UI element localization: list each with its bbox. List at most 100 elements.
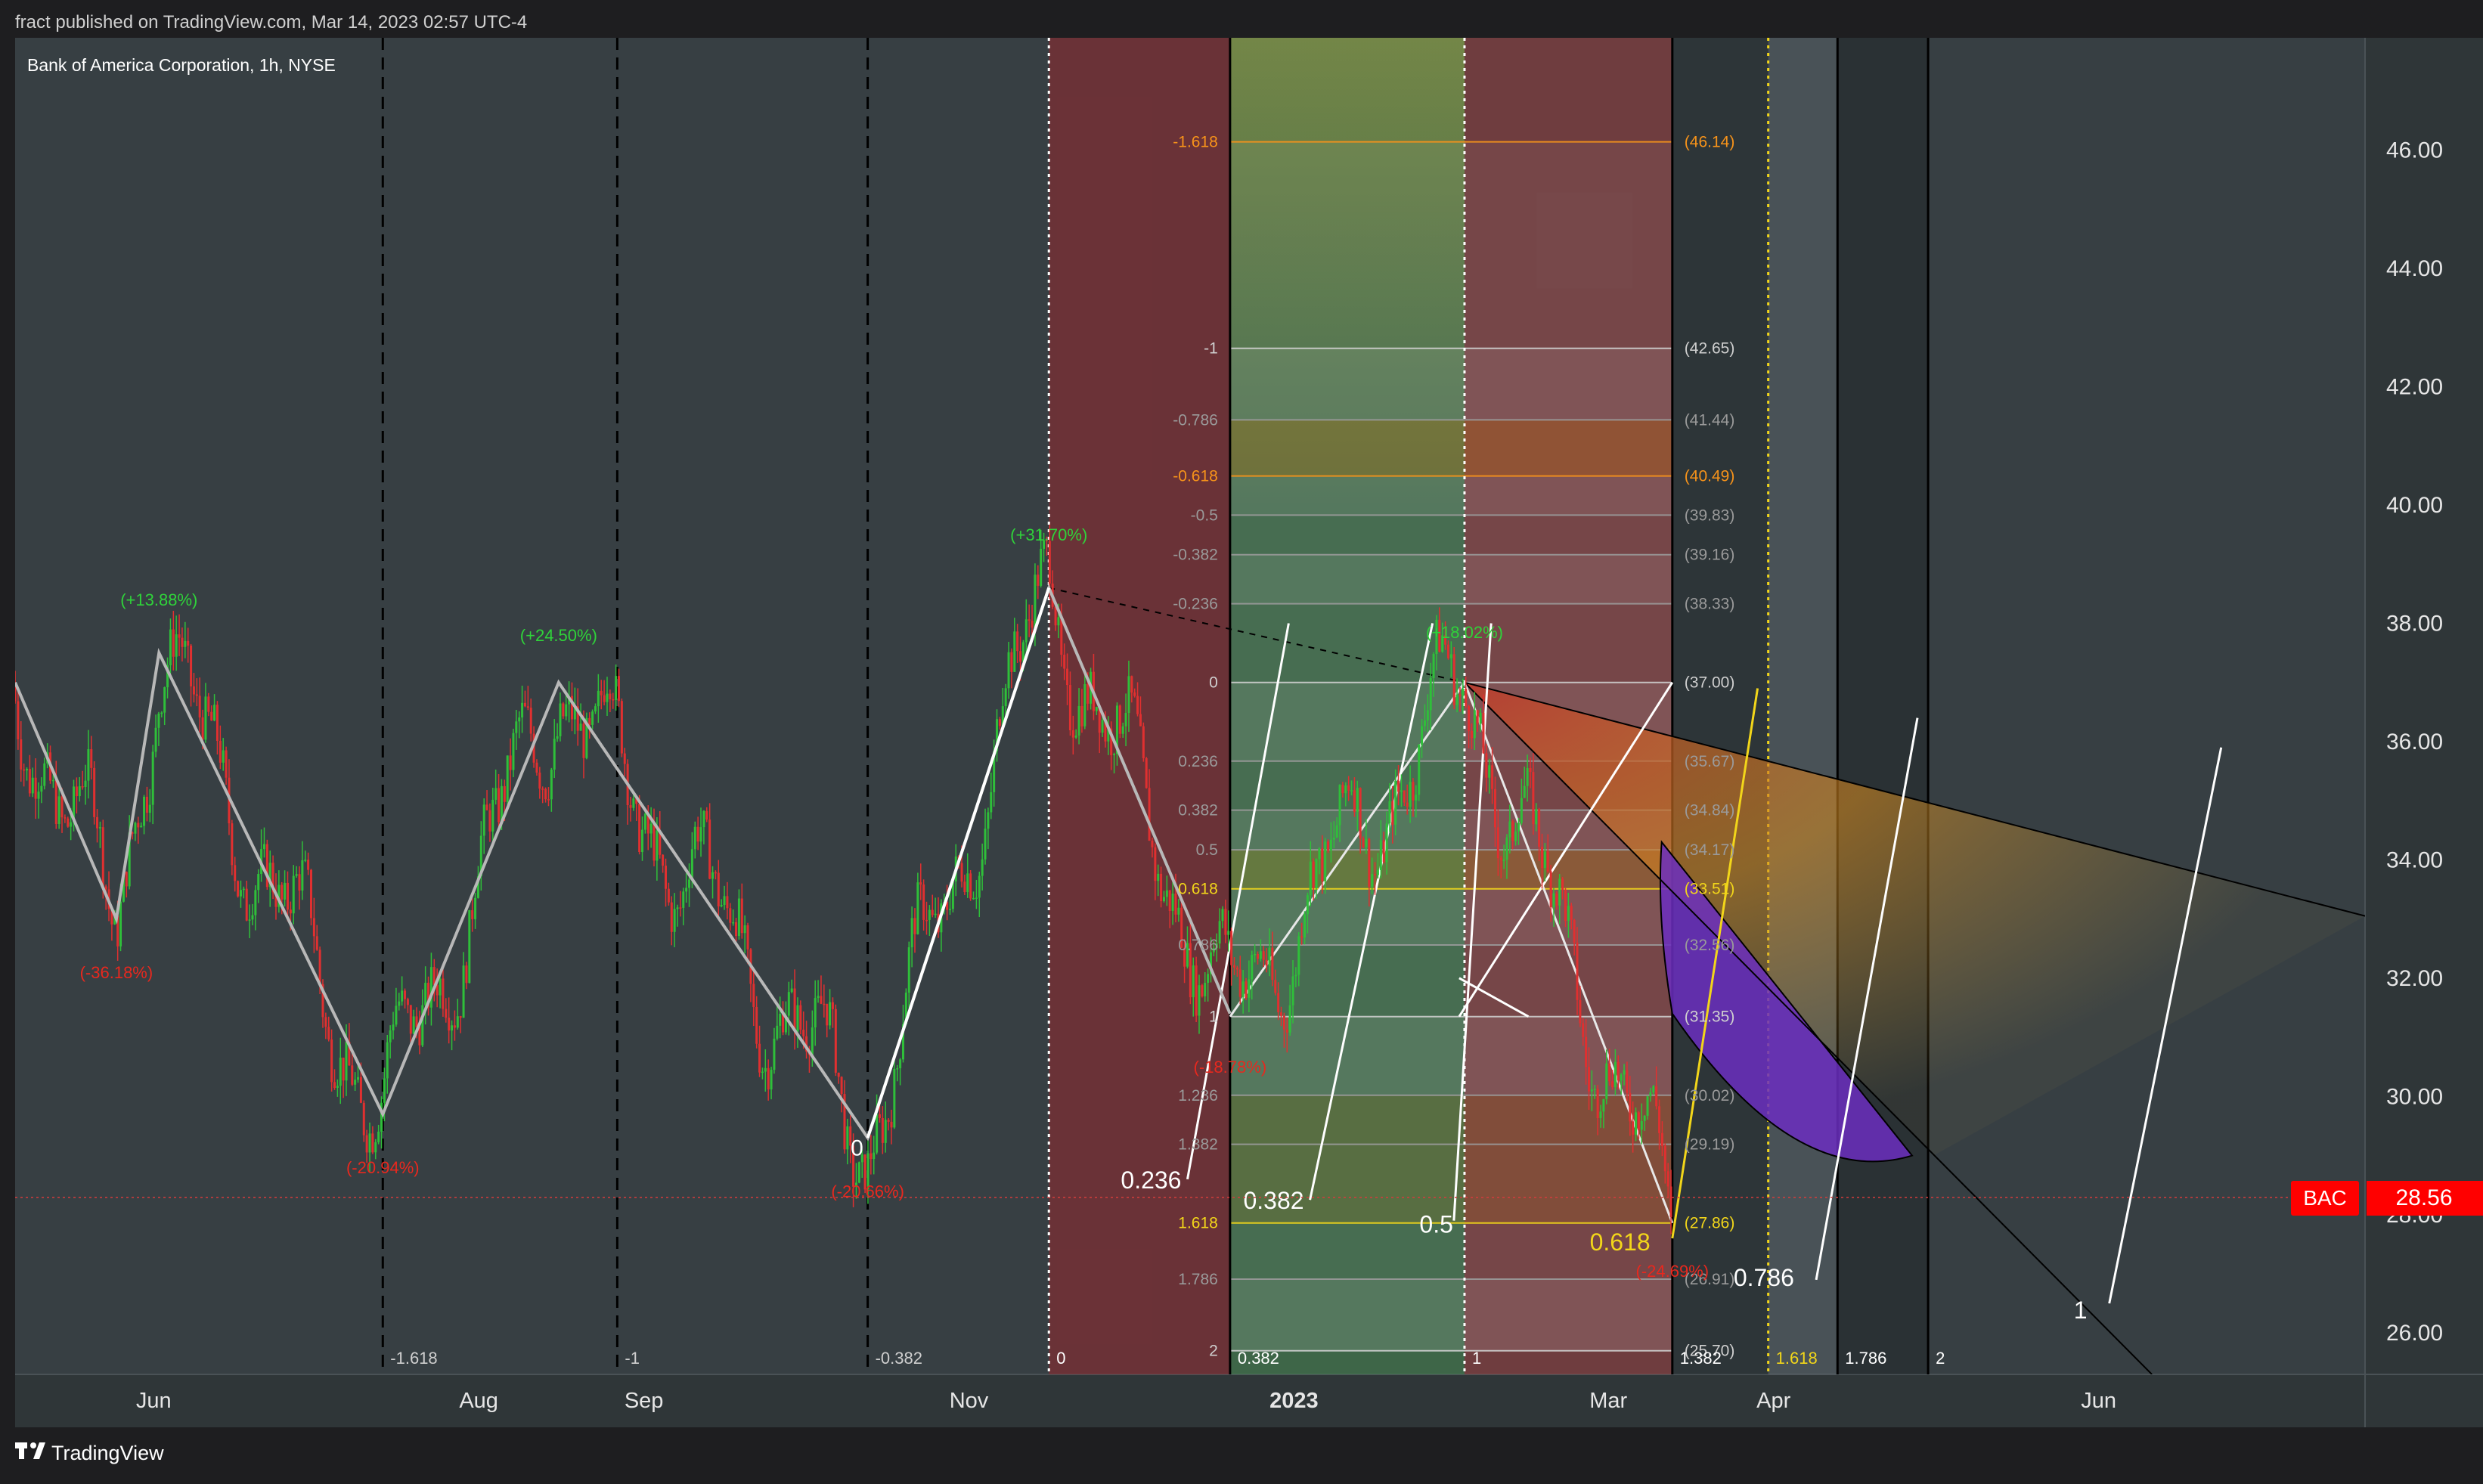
candle-body bbox=[1505, 837, 1508, 860]
candle-body bbox=[606, 693, 609, 702]
fib-price-label: (27.86) bbox=[1685, 1215, 1735, 1232]
candle-body bbox=[615, 676, 618, 700]
fib-price-label: (29.19) bbox=[1685, 1136, 1735, 1154]
candle-body bbox=[374, 1142, 377, 1153]
candles bbox=[15, 524, 1672, 1235]
candle-body bbox=[1312, 861, 1315, 888]
candle-body bbox=[237, 881, 240, 897]
time-fib-label: 1.382 bbox=[1680, 1349, 1722, 1368]
candle-body bbox=[811, 1027, 814, 1055]
candle-body bbox=[720, 905, 723, 906]
fib-price-label: (46.14) bbox=[1685, 134, 1735, 151]
candle-body bbox=[448, 1018, 451, 1031]
fan-ray bbox=[1458, 977, 1530, 1018]
candle-body bbox=[893, 1068, 896, 1128]
candle-body bbox=[1552, 893, 1555, 908]
candle-body bbox=[354, 1080, 357, 1085]
candle-body bbox=[1315, 859, 1318, 888]
candle-body bbox=[901, 1024, 904, 1060]
candle-body bbox=[491, 799, 494, 832]
candle-body bbox=[119, 901, 122, 946]
candle-body bbox=[556, 736, 559, 739]
candle-body bbox=[1124, 713, 1127, 727]
candle-body bbox=[1511, 821, 1514, 841]
time-ticks: Jun Aug Sep Nov 2023 Mar Apr Jun bbox=[136, 1389, 2116, 1413]
future-zone bbox=[1837, 38, 1929, 1374]
candle-body bbox=[1001, 706, 1004, 727]
candle-body bbox=[1007, 652, 1010, 689]
candle-body bbox=[67, 818, 70, 827]
candle-body bbox=[653, 823, 656, 861]
candle-body bbox=[767, 1067, 770, 1090]
candle-body bbox=[87, 748, 90, 781]
candle-body bbox=[1071, 730, 1074, 738]
candle-body bbox=[1110, 728, 1113, 755]
candle-body bbox=[1104, 720, 1107, 742]
candle-body bbox=[509, 755, 512, 770]
candle-body bbox=[659, 830, 662, 855]
candle-body bbox=[1329, 839, 1332, 850]
candle-body bbox=[682, 891, 685, 908]
candle-body bbox=[1582, 1023, 1585, 1037]
fib-ratio-label: 0.382 bbox=[1178, 802, 1218, 819]
fib-ratio-label: -0.786 bbox=[1173, 411, 1218, 429]
tradingview-logo[interactable]: TradingView bbox=[15, 1442, 164, 1464]
price-axis[interactable] bbox=[2365, 38, 2483, 1374]
fan-level-label: 0.236 bbox=[1121, 1166, 1181, 1194]
candle-body bbox=[1526, 768, 1529, 786]
last-price-tag[interactable]: BAC 28.56 bbox=[15, 1181, 2483, 1216]
candle-body bbox=[1077, 705, 1080, 736]
candle-body bbox=[160, 712, 163, 714]
swing-percent-label: (+18.02%) bbox=[1426, 623, 1503, 642]
candle-body bbox=[1341, 785, 1344, 794]
candle-body bbox=[1376, 869, 1379, 875]
candle-body bbox=[315, 936, 318, 950]
candle-body bbox=[500, 785, 503, 823]
time-fib-label: -0.382 bbox=[876, 1349, 922, 1368]
candle-body bbox=[301, 860, 304, 891]
candle-body bbox=[1388, 801, 1391, 824]
candle-body bbox=[849, 1126, 852, 1146]
candle-body bbox=[729, 908, 732, 923]
candle-body bbox=[887, 1120, 890, 1122]
candle-body bbox=[1074, 735, 1077, 738]
symbol-title[interactable]: Bank of America Corporation, 1h, NYSE bbox=[27, 55, 336, 75]
candle-body bbox=[934, 913, 937, 915]
candle-body bbox=[1362, 838, 1365, 847]
candle-body bbox=[863, 1154, 866, 1190]
candle-body bbox=[242, 888, 245, 891]
candle-body bbox=[679, 907, 682, 909]
candle-body bbox=[1652, 1086, 1655, 1092]
candle-body bbox=[1350, 790, 1353, 792]
future-zone bbox=[1672, 38, 1768, 1374]
candle-body bbox=[662, 854, 665, 866]
candle-body bbox=[1227, 931, 1230, 935]
candle-body bbox=[585, 717, 588, 758]
candle-body bbox=[1095, 707, 1098, 711]
fan-line-upper bbox=[1464, 681, 2365, 917]
candle-body bbox=[623, 753, 626, 764]
candle-body bbox=[298, 874, 301, 891]
time-axis[interactable] bbox=[15, 1374, 2483, 1427]
candle-body bbox=[1514, 831, 1517, 841]
candle-body bbox=[304, 860, 307, 861]
candle-body bbox=[277, 885, 281, 907]
candle-body bbox=[609, 693, 612, 700]
candle-body bbox=[1409, 782, 1412, 807]
candle-body bbox=[1602, 1098, 1605, 1112]
candle-body bbox=[612, 699, 615, 701]
candle-body bbox=[1658, 1106, 1661, 1133]
candle-body bbox=[649, 823, 653, 834]
candle-body bbox=[870, 1153, 873, 1160]
annotations: -1.618 (46.14) -1 (42.65) -0.786 (41.44) -0.61… bbox=[80, 134, 2088, 1368]
candle-body bbox=[1189, 943, 1192, 998]
candle-body bbox=[1406, 802, 1409, 807]
candle-body bbox=[1629, 1092, 1632, 1122]
candle-body bbox=[93, 767, 96, 817]
candle-body bbox=[854, 1182, 857, 1187]
candle-body bbox=[737, 898, 740, 937]
time-fib-label: 0.382 bbox=[1238, 1349, 1279, 1368]
candle-body bbox=[125, 872, 128, 887]
candle-body bbox=[714, 872, 717, 874]
fib-price-label: (34.84) bbox=[1685, 802, 1735, 819]
